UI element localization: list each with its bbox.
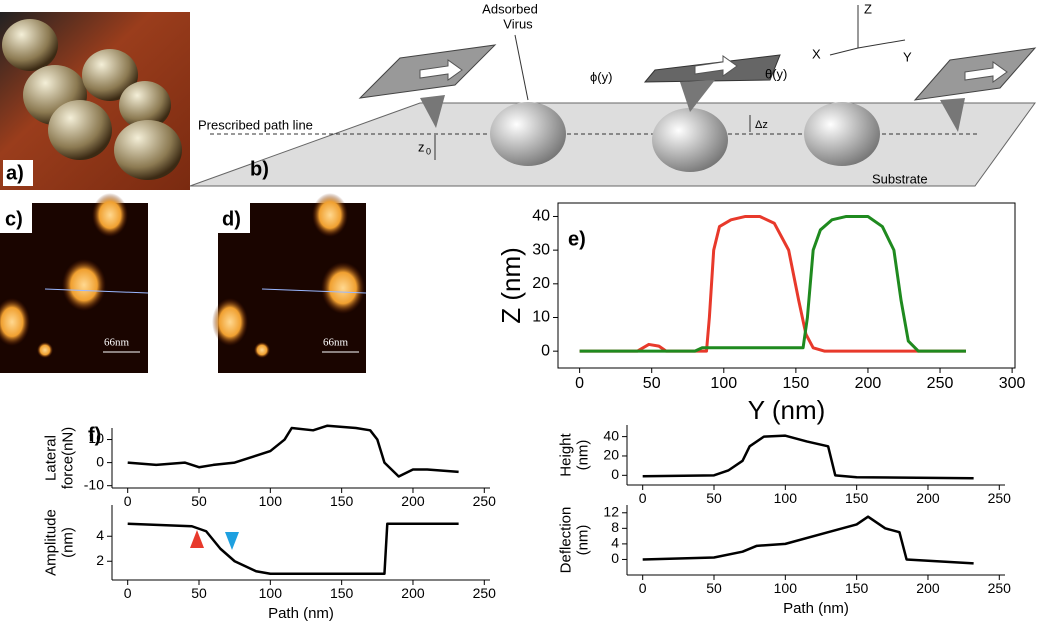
y-axis-label: (nm) — [60, 527, 77, 558]
x-tick-label: 250 — [473, 493, 497, 509]
diagram-label: Δz — [755, 119, 768, 131]
y-axis-label: (nm) — [575, 440, 592, 471]
y-tick-label: 0 — [96, 453, 104, 469]
x-tick-label: 100 — [774, 580, 798, 596]
diagram-label: z — [418, 139, 425, 154]
diagram-label: Z — [864, 1, 872, 16]
x-tick-label: 100 — [774, 490, 798, 506]
marker — [190, 530, 204, 548]
y-tick-label: 10 — [88, 430, 104, 446]
x-tick-label: 150 — [845, 580, 869, 596]
panel-label: e) — [568, 228, 586, 250]
y-tick-label: 30 — [532, 241, 550, 258]
x-axis-label: Y (nm) — [748, 395, 826, 425]
y-tick-label: 40 — [532, 208, 550, 225]
x-tick-label: 150 — [330, 493, 354, 509]
x-tick-label: 150 — [845, 490, 869, 506]
x-tick-label: 200 — [855, 375, 882, 392]
plot-frame — [557, 202, 1016, 369]
x-tick-label: 200 — [401, 585, 425, 601]
y-tick-label: -10 — [84, 476, 104, 492]
diagram-label: Y — [903, 49, 912, 64]
diagram-label: 0 — [426, 146, 431, 156]
scan-diagram — [189, 5, 1037, 187]
x-tick-label: 100 — [710, 375, 737, 392]
x-tick-label: 0 — [575, 375, 584, 392]
x-tick-label: 0 — [639, 490, 647, 506]
data-line — [579, 214, 966, 353]
x-tick-label: 250 — [988, 490, 1012, 506]
panel-label: f) — [88, 424, 101, 446]
x-axis-label: Path (nm) — [268, 605, 334, 622]
diagram-label: Virus — [503, 16, 533, 31]
y-tick-label: 8 — [611, 519, 619, 535]
y-tick-label: 2 — [96, 552, 104, 568]
x-tick-label: 250 — [927, 375, 954, 392]
panel-label: d) — [222, 208, 241, 230]
afm-image-3d — [0, 12, 190, 190]
panel-label: c) — [5, 208, 23, 230]
y-axis-label: Amplitude — [42, 509, 59, 576]
diagram-label: Prescribed path line — [198, 117, 313, 132]
afm-image-d — [212, 193, 367, 373]
x-tick-label: 50 — [643, 375, 661, 392]
y-tick-label: 20 — [603, 447, 619, 463]
x-tick-label: 50 — [191, 585, 207, 601]
x-tick-label: 250 — [988, 580, 1012, 596]
x-tick-label: 0 — [124, 493, 132, 509]
x-tick-label: 200 — [916, 580, 940, 596]
diagram-label: X — [812, 46, 821, 61]
afm-image-c — [0, 193, 149, 373]
x-tick-label: 50 — [706, 490, 722, 506]
y-tick-label: 0 — [611, 466, 619, 482]
y-axis-label: (nm) — [575, 525, 592, 556]
diagram-label: Substrate — [872, 171, 928, 186]
y-axis-label: Height — [557, 432, 574, 476]
panel-label: a) — [6, 162, 24, 184]
scale-bar-label: 66nm — [323, 337, 349, 349]
y-tick-label: 12 — [603, 503, 619, 519]
y-tick-label: 20 — [532, 275, 550, 292]
y-tick-label: 10 — [532, 309, 550, 326]
diagram-label: ϕ(y) — [590, 69, 612, 84]
y-tick-label: 4 — [611, 535, 619, 551]
y-tick-label: 0 — [541, 342, 550, 359]
x-tick-label: 250 — [473, 585, 497, 601]
diagram-label: θ(y) — [765, 66, 787, 81]
x-tick-label: 300 — [999, 375, 1026, 392]
data-line — [642, 434, 974, 480]
y-tick-label: 0 — [611, 550, 619, 566]
y-axis-label: Lateral — [42, 435, 59, 481]
y-axis-label: force(nN) — [60, 427, 77, 490]
x-axis-label: Path (nm) — [783, 600, 849, 617]
y-tick-label: 40 — [603, 427, 619, 443]
x-tick-label: 0 — [124, 585, 132, 601]
marker — [225, 532, 239, 550]
panel-label: b) — [250, 158, 269, 180]
data-line — [642, 515, 974, 565]
x-tick-label: 150 — [330, 585, 354, 601]
data-line — [127, 424, 459, 478]
diagram-label: Adsorbed — [482, 1, 538, 16]
x-tick-label: 0 — [639, 580, 647, 596]
y-tick-label: 4 — [96, 527, 104, 543]
x-tick-label: 200 — [916, 490, 940, 506]
y-axis-label: Deflection — [557, 507, 574, 574]
scale-bar-label: 66nm — [104, 337, 130, 349]
data-line — [127, 522, 459, 575]
x-tick-label: 150 — [783, 375, 810, 392]
x-tick-label: 50 — [706, 580, 722, 596]
x-tick-label: 50 — [191, 493, 207, 509]
x-tick-label: 100 — [259, 585, 283, 601]
x-tick-label: 200 — [401, 493, 425, 509]
y-axis-label: Z (nm) — [496, 247, 526, 324]
x-tick-label: 100 — [259, 493, 283, 509]
